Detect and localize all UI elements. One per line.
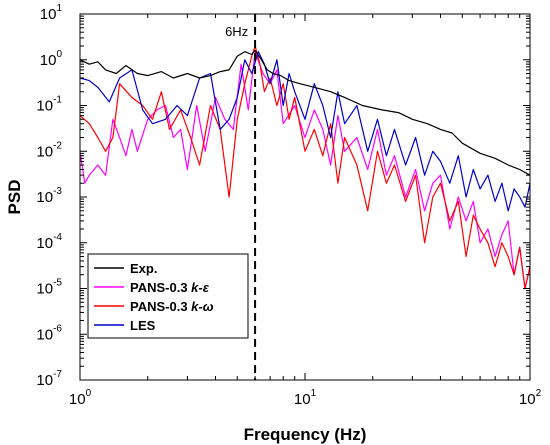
y-tick-label: 10-2 xyxy=(36,140,62,160)
series-line-2 xyxy=(79,45,531,290)
series-line-1 xyxy=(79,51,531,290)
legend-label-3: LES xyxy=(130,318,156,333)
y-tick-label: 10-1 xyxy=(36,95,62,115)
y-tick-label: 101 xyxy=(40,3,63,23)
series-line-3 xyxy=(79,51,531,212)
legend-label-2: PANS-0.3 k-ω xyxy=(130,299,214,314)
y-tick-label: 10-7 xyxy=(36,369,62,389)
annotation-6hz-label: 6Hz xyxy=(225,24,248,39)
x-tick-label: 101 xyxy=(294,388,317,408)
y-tick-label: 100 xyxy=(40,49,63,69)
legend-label-1: PANS-0.3 k-ε xyxy=(130,280,210,295)
series-line-0 xyxy=(79,49,531,176)
ticks-layer: 100 101 102 10-7 10-6 10-5 10-4 10-3 10-2 10-1 100… xyxy=(36,3,541,408)
x-tick-label: 100 xyxy=(69,388,92,408)
y-tick-label: 10-5 xyxy=(36,278,62,298)
legend-label-0: Exp. xyxy=(130,261,157,276)
y-tick-label: 10-3 xyxy=(36,186,62,206)
series-layer xyxy=(79,45,531,290)
x-tick-label: 102 xyxy=(519,388,542,408)
y-tick-label: 10-6 xyxy=(36,323,62,343)
legend: Exp. PANS-0.3 k-ε PANS-0.3 k-ω LES xyxy=(87,253,249,339)
y-tick-label: 10-4 xyxy=(36,232,62,252)
y-axis-title: PSD xyxy=(5,180,24,215)
x-axis-title: Frequency (Hz) xyxy=(244,425,367,444)
